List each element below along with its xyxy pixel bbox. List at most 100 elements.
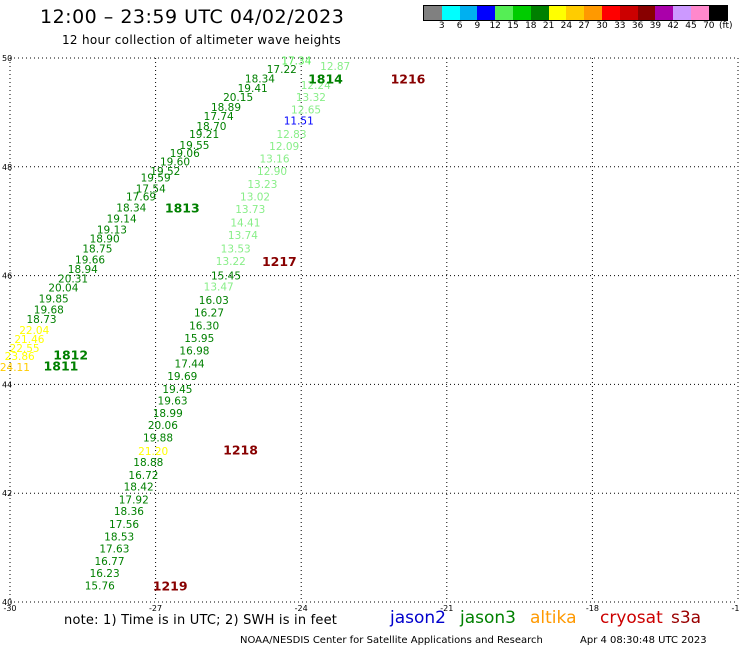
color-swatch	[655, 6, 674, 20]
pass-time-label: 1812	[53, 347, 88, 362]
wave-height-value: 20.04	[48, 283, 78, 295]
color-scale-label: 27	[578, 21, 590, 31]
wave-height-value: 21.46	[14, 334, 44, 346]
wave-height-value: 22.04	[19, 325, 49, 337]
wave-height-value: 15.45	[211, 271, 241, 283]
wave-height-value: 17.74	[204, 111, 234, 123]
wave-height-value: 18.34	[245, 74, 275, 86]
color-scale-label: 36	[631, 21, 644, 31]
wave-height-value: 18.73	[27, 314, 57, 326]
legend-item-jason2: jason2	[390, 608, 446, 628]
color-swatch	[495, 6, 513, 20]
color-scale-label: 30	[596, 21, 608, 31]
lat-tick-label: 40	[2, 598, 12, 607]
wave-height-value: 13.22	[216, 256, 246, 268]
credit-text: NOAA/NESDIS Center for Satellite Applica…	[240, 635, 543, 646]
wave-height-value: 19.63	[158, 396, 188, 408]
wave-height-value: 19.06	[170, 148, 200, 160]
color-scale-label: 12	[489, 21, 501, 31]
color-scale-label: 9	[474, 21, 481, 31]
wave-height-value: 13.32	[296, 92, 326, 104]
wave-height-value: 24.11	[0, 362, 30, 374]
wave-height-value: 19.59	[141, 173, 171, 185]
wave-height-value: 11.51	[284, 116, 314, 128]
legend-item-s3a: s3a	[671, 608, 702, 628]
page-title: 12:00 – 23:59 UTC 04/02/2023	[40, 6, 345, 28]
wave-height-value: 15.76	[85, 581, 115, 593]
wave-height-value: 18.53	[104, 532, 134, 544]
wave-height-value: 17.34	[281, 56, 311, 68]
timestamp-text: Apr 4 08:30:48 UTC 2023	[580, 635, 707, 646]
legend-item-altika: altika	[530, 608, 577, 628]
wave-height-value: 18.99	[153, 408, 183, 420]
lon-tick-label: -15	[731, 604, 740, 613]
wave-height-value: 19.55	[179, 140, 209, 152]
color-scale-label: 39	[649, 21, 662, 31]
color-swatch	[673, 6, 691, 20]
color-scale-label: 18	[525, 21, 537, 31]
wave-height-value: 22.55	[10, 343, 40, 355]
color-scale-label: 70	[703, 21, 715, 31]
color-swatch	[459, 6, 478, 20]
lat-tick-label: 48	[2, 163, 12, 172]
units-note: note: 1) Time is in UTC; 2) SWH is in fe…	[64, 613, 338, 628]
wave-height-value: 13.47	[204, 281, 234, 293]
color-swatch	[566, 6, 585, 20]
wave-height-value: 13.53	[221, 243, 251, 255]
pass-time-label: 1217	[262, 254, 297, 269]
color-swatch	[477, 6, 496, 20]
color-swatch	[441, 6, 460, 20]
wave-height-value: 12.09	[269, 141, 299, 153]
wave-height-value: 18.75	[82, 243, 112, 255]
wave-height-value: 19.69	[167, 371, 197, 383]
wave-height-value: 13.74	[228, 230, 258, 242]
color-swatch	[708, 6, 727, 20]
wave-height-value: 16.23	[90, 568, 120, 580]
wave-height-value: 19.21	[189, 129, 219, 141]
wave-height-value: 18.42	[124, 482, 154, 494]
color-scale-label: 45	[685, 21, 697, 31]
wave-height-value: 19.41	[238, 83, 268, 95]
wave-height-value: 16.77	[94, 556, 124, 568]
wave-height-value: 12.65	[291, 105, 321, 117]
wave-height-value: 19.13	[97, 224, 127, 236]
wave-height-value: 19.66	[75, 254, 105, 266]
wave-height-value: 17.92	[119, 495, 149, 507]
color-scale-bar	[423, 5, 728, 21]
wave-height-value: 12.24	[301, 80, 331, 92]
page-subtitle: 12 hour collection of altimeter wave hei…	[62, 33, 341, 47]
pass-time-label: 1219	[153, 579, 188, 594]
wave-height-value: 18.70	[196, 121, 226, 133]
pass-time-label: 1216	[391, 72, 426, 87]
wave-height-value: 19.45	[162, 384, 192, 396]
wave-height-value: 12.90	[257, 166, 287, 178]
wave-height-value: 18.88	[133, 457, 163, 469]
wave-height-value: 19.52	[150, 166, 180, 178]
color-scale-label: 21	[542, 21, 555, 31]
color-scale-label: 3	[438, 21, 445, 31]
pass-time-label: 1218	[223, 443, 258, 458]
wave-height-value: 16.30	[189, 321, 219, 333]
pass-time-label: 1813	[165, 201, 200, 216]
wave-height-value: 20.06	[148, 420, 178, 432]
color-scale-unit: (ft)	[719, 21, 733, 31]
wave-height-value: 13.23	[247, 179, 277, 191]
wave-height-value: 16.98	[179, 346, 209, 358]
legend-item-jason3: jason3	[460, 608, 516, 628]
wave-height-value: 23.86	[5, 351, 35, 363]
lon-tick-label: -24	[295, 604, 308, 613]
legend-item-cryosat: cryosat	[600, 608, 663, 628]
wave-height-value: 19.14	[107, 213, 137, 225]
wave-height-value: 12.87	[320, 61, 350, 73]
color-scale-label: 24	[560, 21, 573, 31]
wave-height-value: 19.88	[143, 433, 173, 445]
lat-tick-label: 50	[2, 54, 12, 63]
wave-height-value: 20.15	[223, 92, 253, 104]
color-swatch	[512, 6, 531, 20]
lon-tick-label: -18	[586, 604, 599, 613]
wave-height-value: 16.72	[128, 470, 158, 482]
lon-tick-label: -21	[440, 604, 453, 613]
wave-height-value: 16.03	[199, 295, 229, 307]
color-scale-labels: 3 6 9 12 15 18 21 24 27 30 33 36 39 42 45 70	[423, 21, 740, 33]
